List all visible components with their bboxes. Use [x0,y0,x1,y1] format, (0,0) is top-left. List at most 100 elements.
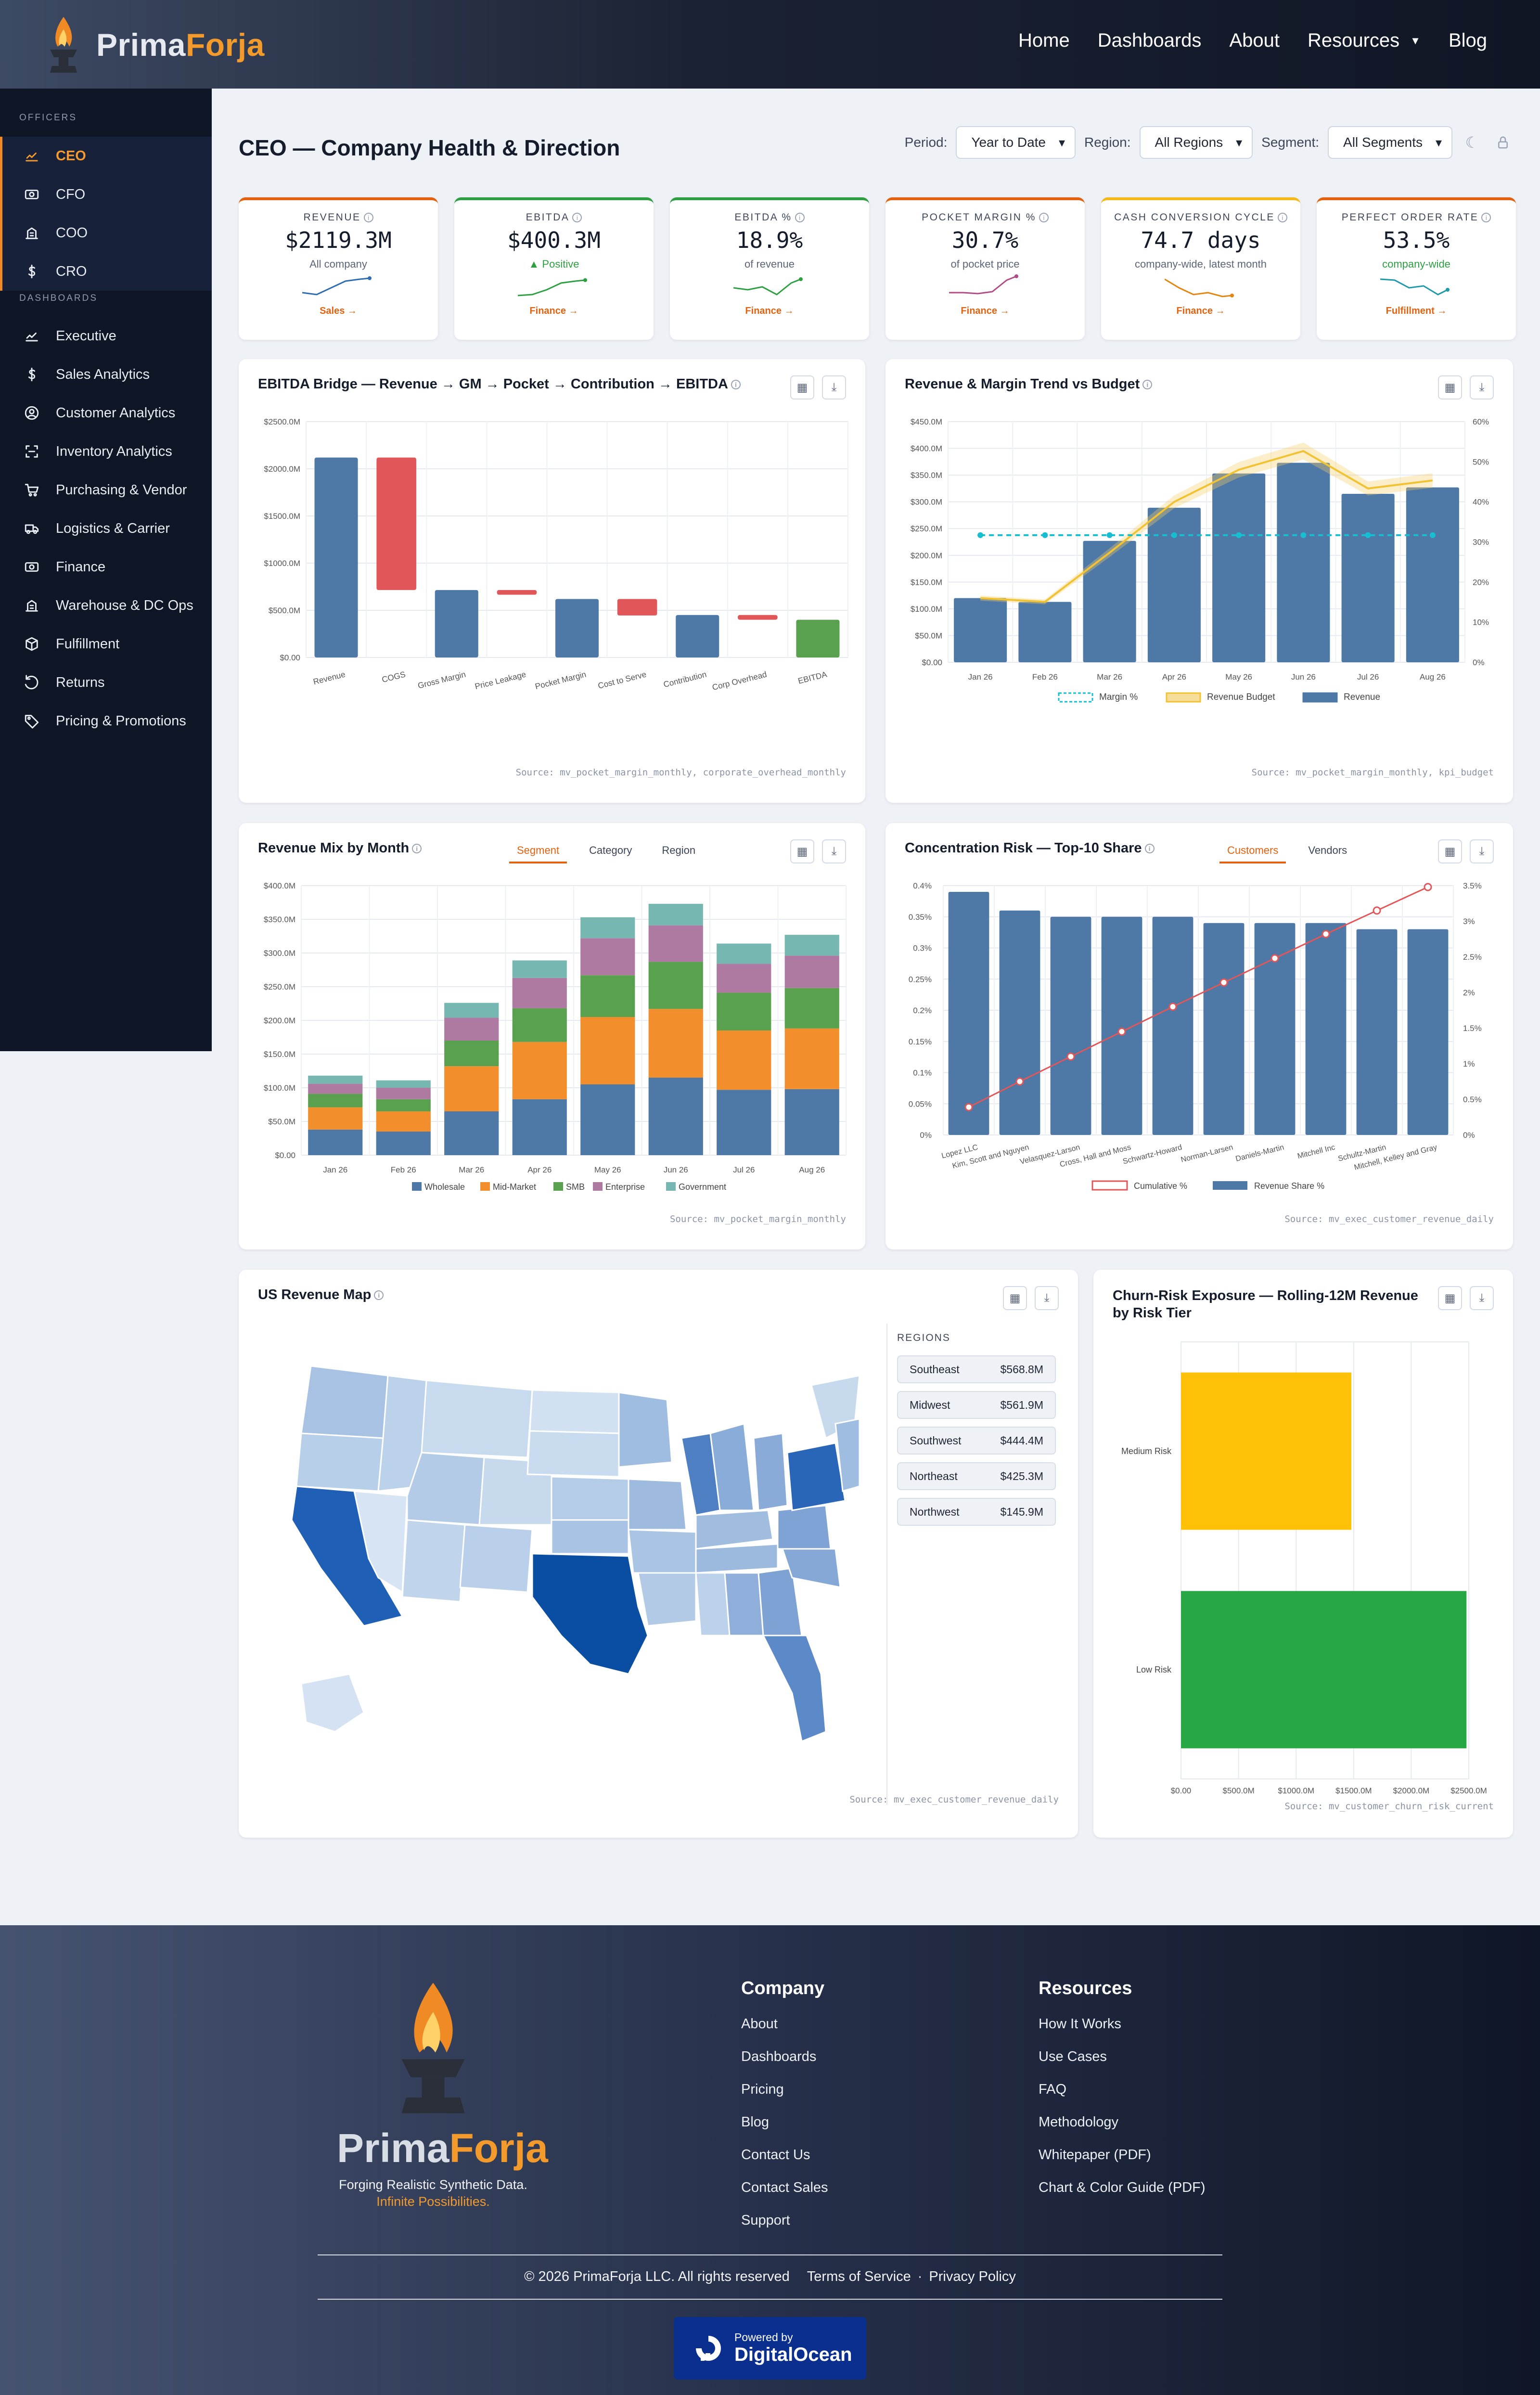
footer-link-faq[interactable]: FAQ [1039,2082,1067,2097]
sidebar-item-pricing-promotions[interactable]: Pricing & Promotions [0,702,212,740]
kpi-card-perfect-order-rate[interactable]: PERFECT ORDER RATE i 53.5% company-wide Fulf… [1317,197,1516,340]
sidebar-item-finance[interactable]: Finance [0,548,212,586]
footer-link-methodology[interactable]: Methodology [1039,2114,1119,2130]
lock-icon[interactable] [1492,131,1514,154]
download-button[interactable]: ⤓ [1470,1286,1494,1310]
tab-segment[interactable]: Segment [509,839,567,863]
x-tick-label: $2500.0M [1450,1786,1487,1794]
share-bar [1101,916,1142,1135]
powered-by-badge[interactable]: Powered by DigitalOcean [674,2317,866,2380]
tab-vendors[interactable]: Vendors [1308,844,1348,856]
sidebar-item-fulfillment[interactable]: Fulfillment [0,625,212,663]
churn-card-title: Churn-Risk Exposure — Rolling-12M Revenu… [1113,1287,1430,1322]
table-view-button[interactable]: ▦ [790,839,814,863]
privacy-link[interactable]: Privacy Policy [929,2269,1016,2284]
mix-bar-segment [308,1129,363,1155]
footer-link-whitepaper-pdf[interactable]: Whitepaper (PDF) [1039,2147,1151,2163]
sidebar-item-label: COO [56,225,88,241]
footer-link-about[interactable]: About [741,2016,778,2032]
info-icon[interactable]: i [1277,213,1287,223]
sidebar-item-returns[interactable]: Returns [0,663,212,702]
tab-region[interactable]: Region [662,844,696,856]
kpi-drill-link[interactable]: Finance → [745,306,794,316]
table-view-button[interactable]: ▦ [790,375,814,399]
tab-category[interactable]: Category [589,844,632,856]
nav-dashboards[interactable]: Dashboards [1097,30,1202,51]
sidebar-item-coo[interactable]: COO [0,214,212,252]
segment-select[interactable]: All Segments [1328,126,1452,159]
region-row-northeast[interactable]: Northeast $425.3M [897,1462,1056,1490]
download-button[interactable]: ⤓ [1035,1286,1059,1310]
sidebar-item-logistics-carrier[interactable]: Logistics & Carrier [0,509,212,548]
download-button[interactable]: ⤓ [822,839,846,863]
sidebar-item-sales-analytics[interactable]: Sales Analytics [0,355,212,394]
region-row-northwest[interactable]: Northwest $145.9M [897,1498,1056,1526]
tab-customers[interactable]: Customers [1219,839,1286,863]
info-icon[interactable]: i [1481,213,1491,223]
footer-link-contact-sales[interactable]: Contact Sales [741,2180,828,2195]
sidebar-item-inventory-analytics[interactable]: Inventory Analytics [0,432,212,471]
period-select[interactable]: Year to Date [956,126,1076,159]
info-icon[interactable]: i [412,844,422,854]
moon-icon[interactable]: ☾ [1465,134,1479,151]
footer-link-how-it-works[interactable]: How It Works [1039,2016,1121,2032]
footer-link-dashboards[interactable]: Dashboards [741,2049,817,2064]
info-icon[interactable]: i [363,213,373,223]
kpi-card-cash-conversion-cycle[interactable]: CASH CONVERSION CYCLE i 74.7 days company-w… [1101,197,1300,340]
region-row-southwest[interactable]: Southwest $444.4M [897,1427,1056,1455]
kpi-drill-link[interactable]: Finance → [529,306,578,316]
sidebar-item-executive[interactable]: Executive [0,317,212,355]
y-tick-label: 0.3% [913,944,932,953]
table-view-button[interactable]: ▦ [1003,1286,1027,1310]
info-icon[interactable]: i [1039,213,1049,223]
mix-bar-segment [648,903,703,926]
region-select[interactable]: All Regions [1139,126,1253,159]
nav-home[interactable]: Home [1018,30,1070,51]
sidebar-item-purchasing-vendor[interactable]: Purchasing & Vendor [0,471,212,509]
nav-resources[interactable]: Resources ▼ [1308,30,1421,52]
table-view-button[interactable]: ▦ [1438,1286,1462,1310]
us-revenue-map[interactable] [282,1366,860,1761]
nav-about[interactable]: About [1229,30,1280,51]
kpi-card-ebitda[interactable]: EBITDA i $400.3M ▲ Positive Finance → [454,197,654,340]
kpi-card-ebitda[interactable]: EBITDA % i 18.9% of revenue Finance → [670,197,869,340]
footer-link-use-cases[interactable]: Use Cases [1039,2049,1107,2064]
info-icon[interactable]: i [1144,844,1155,854]
sidebar-item-cro[interactable]: CRO [0,252,212,291]
download-button[interactable]: ⤓ [1470,839,1494,863]
table-view-button[interactable]: ▦ [1438,375,1462,399]
region-row-midwest[interactable]: Midwest $561.9M [897,1391,1056,1419]
footer-link-pricing[interactable]: Pricing [741,2082,784,2097]
sidebar-item-cfo[interactable]: CFO [0,175,212,214]
info-icon[interactable]: i [572,213,582,223]
terms-link[interactable]: Terms of Service [807,2269,911,2284]
legend-label: Revenue [1344,692,1380,702]
nav-blog[interactable]: Blog [1448,30,1487,51]
sidebar-item-label: Sales Analytics [56,366,150,382]
kpi-drill-link[interactable]: Finance → [961,306,1010,316]
info-icon[interactable]: i [795,213,805,223]
download-button[interactable]: ⤓ [1470,375,1494,399]
kpi-card-pocket-margin[interactable]: POCKET MARGIN % i 30.7% of pocket price Fina… [886,197,1085,340]
kpi-drill-link[interactable]: Fulfillment → [1386,306,1447,316]
sidebar-item-warehouse-dc-ops[interactable]: Warehouse & DC Ops [0,586,212,625]
sidebar-item-ceo[interactable]: CEO [0,137,212,175]
x-tick-label: Apr 26 [1162,672,1186,682]
table-view-button[interactable]: ▦ [1438,839,1462,863]
footer-link-support[interactable]: Support [741,2213,790,2228]
info-icon[interactable]: i [374,1290,384,1301]
sidebar-item-customer-analytics[interactable]: Customer Analytics [0,394,212,432]
kpi-card-revenue[interactable]: REVENUE i $2119.3M All company Sales → [239,197,438,340]
footer-link-chart-color-guide-pdf[interactable]: Chart & Color Guide (PDF) [1039,2180,1206,2195]
y2-tick-label: 0% [1463,1131,1475,1140]
download-button[interactable]: ⤓ [822,375,846,399]
footer-link-blog[interactable]: Blog [741,2114,770,2130]
info-icon[interactable]: i [1142,380,1153,390]
brand[interactable]: PrimaForja [43,13,265,76]
dot-separator: · [917,2269,923,2284]
info-icon[interactable]: i [731,380,741,390]
region-row-southeast[interactable]: Southeast $568.8M [897,1355,1056,1383]
kpi-drill-link[interactable]: Finance → [1176,306,1225,316]
footer-link-contact-us[interactable]: Contact Us [741,2147,810,2163]
kpi-drill-link[interactable]: Sales → [320,306,357,316]
